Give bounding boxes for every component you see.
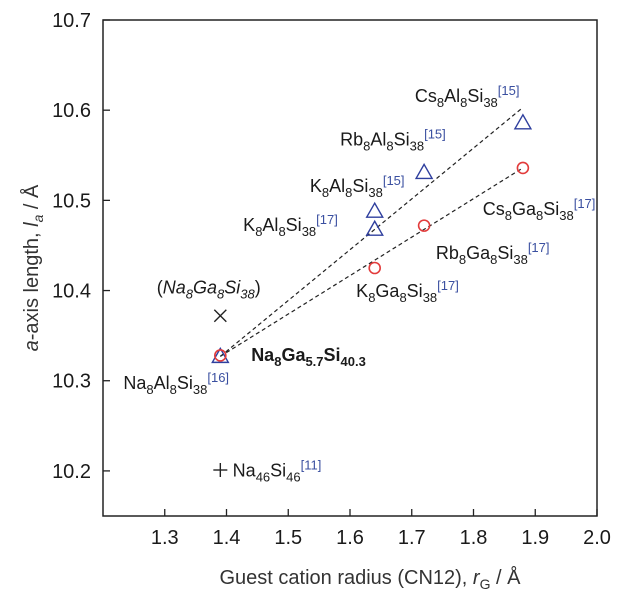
- y-tick-label: 10.5: [52, 190, 91, 212]
- point-label: Cs8Al8Si38[15]: [415, 83, 520, 110]
- point-label: Cs8Ga8Si38[17]: [483, 196, 596, 223]
- x-tick-label: 1.5: [274, 527, 302, 549]
- y-tick-label: 10.6: [52, 100, 91, 122]
- x-tick-label: 1.3: [151, 527, 179, 549]
- point-label: Rb8Ga8Si38[17]: [436, 240, 550, 267]
- y-tick-label: 10.7: [52, 10, 91, 32]
- circle-point: [368, 261, 382, 275]
- circle-point: [417, 219, 431, 232]
- x-tick-label: 1.9: [521, 527, 549, 549]
- triangle-point: [414, 162, 434, 180]
- triangle-point: [365, 219, 384, 236]
- x-tick-label: 1.8: [460, 527, 488, 549]
- annotations: Cs8Al8Si38[15] Rb8Al8Si38[15] K8Al8Si38[15…: [123, 83, 595, 484]
- plus-point: [213, 463, 228, 478]
- point-label: (Na8Ga8Si38): [157, 277, 261, 301]
- y-tick-label: 10.4: [52, 281, 91, 303]
- y-tick-label: 10.3: [52, 371, 91, 393]
- triangle-point: [365, 201, 384, 218]
- plot-frame: [102, 19, 598, 517]
- x-tick-label: 1.4: [213, 527, 241, 549]
- cross-point: [213, 309, 227, 323]
- point-label: K8Al8Si38[17]: [243, 212, 338, 239]
- point-label: Na8Ga5.7Si40.3: [251, 345, 366, 369]
- fit-line-1: [219, 107, 524, 357]
- x-tick-label: 1.7: [398, 527, 426, 549]
- point-label: K8Ga8Si38[17]: [356, 278, 459, 305]
- y-axis-label: a-axis length, la / Å: [20, 184, 46, 351]
- point-label: Na46Si46[11]: [233, 457, 322, 484]
- data-points: [211, 113, 533, 478]
- x-axis-label: Guest cation radius (CN12), rG / Å: [219, 566, 521, 591]
- axis-ticks: 1.3 1.4 1.5 1.6 1.7 1.8 1.9 2.0 10.2 10.3 10.4 10.5…: [52, 10, 611, 549]
- point-label: Rb8Al8Si38[15]: [340, 126, 446, 153]
- fit-line-2: [220, 167, 524, 357]
- triangle-point: [211, 346, 230, 364]
- circle-point: [516, 161, 530, 175]
- triangle-point: [513, 113, 533, 130]
- point-label: K8Al8Si38[15]: [310, 173, 405, 200]
- x-tick-label: 2.0: [583, 527, 611, 549]
- y-tick-label: 10.2: [52, 461, 91, 483]
- point-label: Na8Al8Si38[16]: [123, 370, 229, 397]
- x-tick-label: 1.6: [336, 527, 364, 549]
- circle-point: [214, 349, 227, 362]
- fit-lines: [219, 107, 524, 357]
